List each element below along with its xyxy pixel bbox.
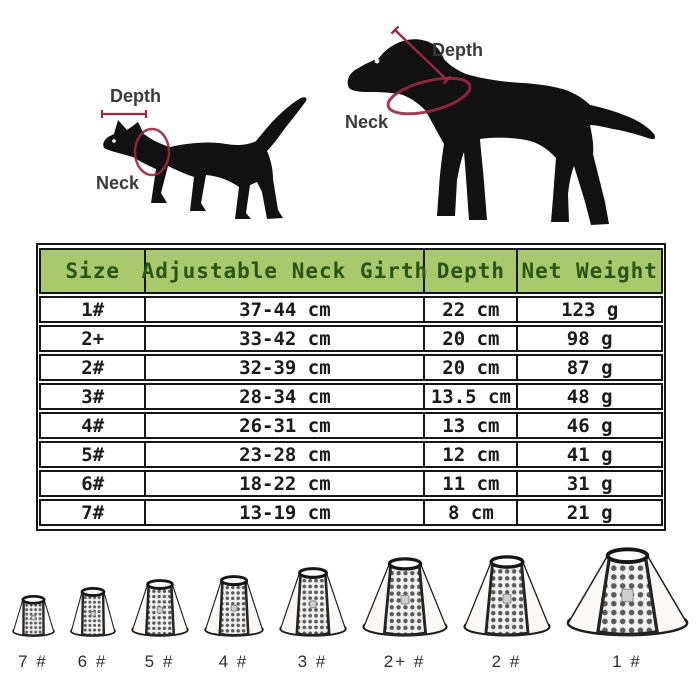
cone-size-label: 6 # [77, 652, 108, 671]
cone-row: 7 # 6 # 5 # 4 # 3 # 2+ # 2 # 1 # [0, 546, 700, 672]
cell-depth: 20 cm [425, 327, 519, 350]
cell-girth: 26-31 cm [146, 414, 426, 437]
cone-size-label: 2 # [491, 652, 522, 671]
cone-size-label: 7 # [18, 652, 48, 671]
dog-silhouette: Depth Neck [345, 25, 655, 225]
cone-size-label: 1 # [612, 652, 642, 671]
cone-item: 2 # [462, 554, 552, 672]
cat-eye [112, 139, 116, 143]
cell-size: 6# [41, 472, 147, 495]
cell-weight: 21 g [566, 501, 613, 524]
header-weight: Net Weight [521, 259, 658, 283]
cell-depth: 13 cm [425, 414, 519, 437]
cone-size-label: 3 # [297, 652, 328, 671]
cone-graphic [278, 567, 347, 637]
cell-girth: 32-39 cm [146, 356, 426, 379]
dog-neck-label: Neck [345, 112, 389, 132]
cell-depth: 20 cm [425, 356, 519, 379]
cell-weight: 123 g [561, 298, 619, 321]
cat-body [103, 97, 307, 219]
cell-depth: 22 cm [425, 298, 519, 321]
cell-depth: 12 cm [425, 443, 519, 466]
cell-girth: 13-19 cm [146, 501, 426, 524]
dog-depth-label: Depth [432, 40, 483, 60]
cell-size: 5# [41, 443, 147, 466]
cell-size: 3# [41, 385, 147, 408]
table-header-row: Size Adjustable Neck Girth Depth Net Wei… [39, 248, 663, 294]
cell-size: 2+ [41, 327, 147, 350]
dog-depth-line [390, 25, 452, 85]
table-row: 5# 23-28 cm 12 cm 41 g [39, 441, 663, 468]
cone-item: 3 # [278, 566, 348, 672]
size-table: Size Adjustable Neck Girth Depth Net Wei… [36, 243, 666, 531]
cone-graphic [462, 555, 551, 637]
dog-eye [374, 58, 380, 64]
cat-depth-line [100, 110, 148, 118]
cell-depth: 11 cm [425, 472, 519, 495]
cone-graphic [130, 579, 189, 637]
table-row: 2+ 33-42 cm 20 cm 98 g [39, 325, 663, 352]
cone-item: 5 # [130, 578, 190, 672]
cone-item: 6 # [69, 586, 117, 672]
cone-graphic [11, 594, 55, 637]
table-row: 7# 13-19 cm 8 cm 21 g [39, 499, 663, 526]
cone-size-label: 5 # [144, 652, 175, 671]
cell-weight: 41 g [566, 443, 613, 466]
dog-body [347, 39, 655, 225]
header-girth: Adjustable Neck Girth [142, 250, 427, 292]
cell-size: 7# [41, 501, 147, 524]
cell-size: 4# [41, 414, 147, 437]
cell-weight: 98 g [566, 327, 613, 350]
table-row: 6# 18-22 cm 11 cm 31 g [39, 470, 663, 497]
cone-item: 7 # [11, 594, 56, 672]
cell-girth: 37-44 cm [146, 298, 426, 321]
cat-neck-label: Neck [96, 173, 140, 193]
header-size: Size [41, 250, 147, 292]
cell-girth: 28-34 cm [146, 385, 426, 408]
table-row: 3# 28-34 cm 13.5 cm 48 g [39, 383, 663, 410]
cat-silhouette: Depth Neck [96, 86, 307, 219]
table-row: 1# 37-44 cm 22 cm 123 g [39, 296, 663, 323]
cone-graphic [69, 587, 116, 637]
table-row: 2# 32-39 cm 20 cm 87 g [39, 354, 663, 381]
cell-weight: 31 g [566, 472, 613, 495]
cell-girth: 33-42 cm [146, 327, 426, 350]
cone-size-label: 2+ # [383, 652, 426, 671]
cone-item: 2+ # [361, 556, 449, 672]
cone-item: 1 # [565, 546, 690, 672]
cat-depth-label: Depth [110, 86, 161, 106]
cone-size-label: 4 # [218, 652, 249, 671]
cell-weight: 48 g [566, 385, 613, 408]
header-depth: Depth [425, 250, 519, 292]
cone-graphic [566, 547, 688, 637]
cell-size: 2# [41, 356, 147, 379]
dog-neck-circle [386, 76, 472, 116]
cell-weight: 87 g [566, 356, 613, 379]
cone-graphic [203, 575, 264, 637]
cell-weight: 46 g [566, 414, 613, 437]
cell-girth: 23-28 cm [146, 443, 426, 466]
cell-depth: 13.5 cm [425, 385, 519, 408]
cell-girth: 18-22 cm [146, 472, 426, 495]
cone-item: 4 # [203, 574, 265, 672]
cell-size: 1# [41, 298, 147, 321]
cell-depth: 8 cm [425, 501, 519, 524]
cone-graphic [361, 557, 448, 637]
table-row: 4# 26-31 cm 13 cm 46 g [39, 412, 663, 439]
cat-neck-circle [133, 127, 171, 177]
